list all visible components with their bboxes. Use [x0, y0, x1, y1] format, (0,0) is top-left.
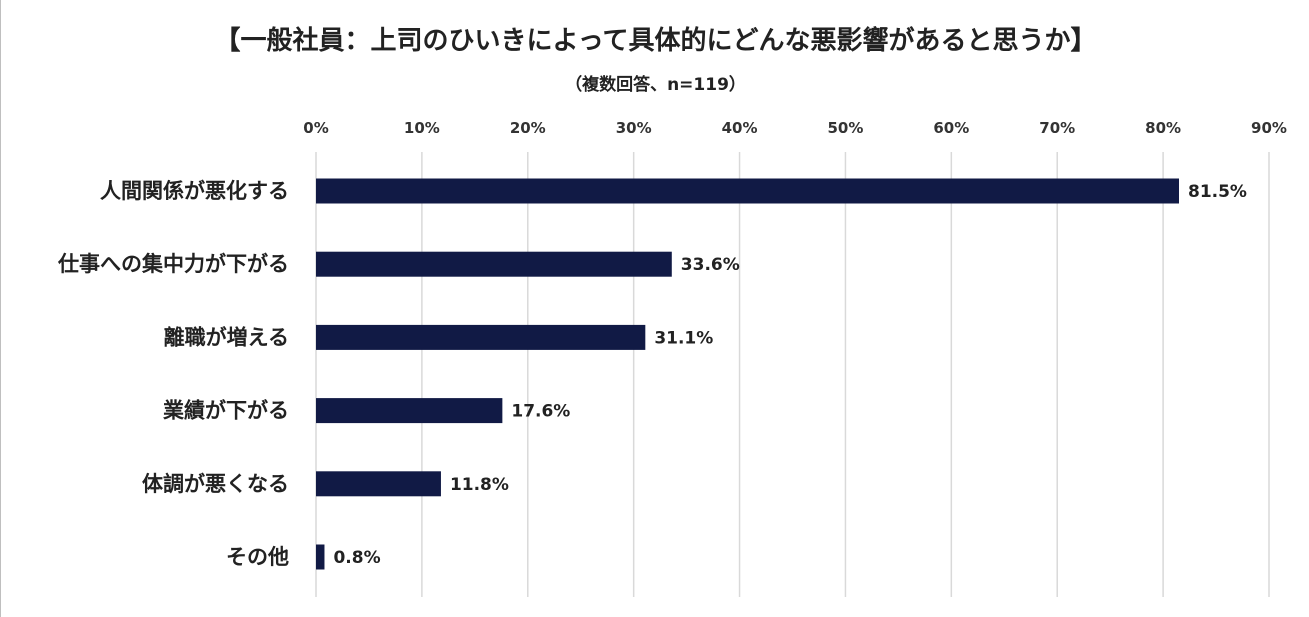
x-tick-label: 70%	[1039, 119, 1075, 137]
value-label: 81.5%	[1188, 182, 1247, 202]
x-tick-label: 0%	[303, 119, 328, 137]
chart-title: 【一般社員：上司のひいきによって具体的にどんな悪影響があると思うか】	[214, 26, 1097, 56]
x-tick-label: 30%	[616, 119, 652, 137]
bar	[316, 178, 1179, 204]
x-tick-label: 40%	[722, 119, 758, 137]
bar	[316, 544, 325, 570]
bar	[316, 324, 646, 350]
x-tick-label: 60%	[933, 119, 969, 137]
x-tick-label: 10%	[404, 119, 440, 137]
value-label: 33.6%	[681, 255, 740, 275]
category-label: その他	[226, 545, 289, 569]
bar	[316, 251, 672, 277]
x-tick-label: 80%	[1145, 119, 1181, 137]
category-label: 離職が増える	[164, 325, 289, 349]
bar	[316, 471, 441, 497]
value-label: 31.1%	[654, 328, 713, 348]
value-label: 0.8%	[333, 548, 380, 568]
bar	[316, 398, 503, 424]
value-label: 11.8%	[450, 475, 509, 495]
x-tick-label: 20%	[510, 119, 546, 137]
x-tick-label: 90%	[1251, 119, 1287, 137]
x-tick-label: 50%	[827, 119, 863, 137]
category-label: 業績が下がる	[163, 399, 289, 423]
category-label: 仕事への集中力が下がる	[57, 252, 289, 276]
category-label: 体調が悪くなる	[142, 472, 289, 496]
chart-subtitle: （複数回答、n=119）	[565, 75, 746, 95]
value-label: 17.6%	[511, 402, 570, 422]
category-label: 人間関係が悪化する	[100, 179, 289, 203]
